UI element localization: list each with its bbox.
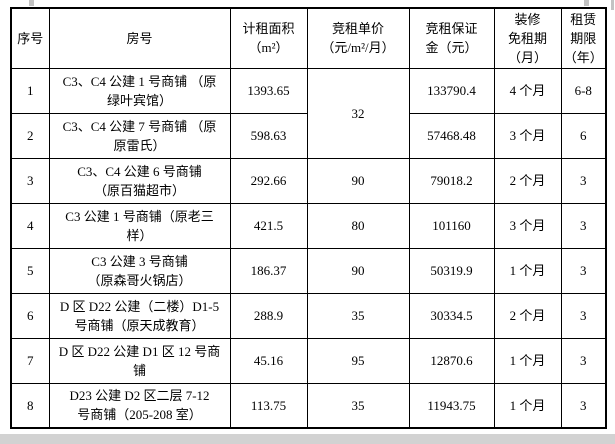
cell-unit-price: 35: [306, 292, 410, 339]
cell-deposit: 79018.2: [408, 157, 495, 204]
table-row: 1 C3、C4 公建 1 号商铺 （原 绿叶宾馆） 1393.65 32 133…: [10, 67, 607, 159]
cell-area: 45.16: [229, 337, 308, 384]
cell-term: 3: [560, 337, 607, 384]
outside-sheet-background: [0, 434, 615, 444]
table-row: 2 C3、C4 公建 7 号商铺 （原 原雷氏） 598.63 57468.48…: [10, 112, 607, 159]
cell-serial: 7: [10, 337, 50, 384]
cell-area: 421.5: [229, 202, 308, 249]
cell-term: 3: [560, 292, 607, 339]
cell-unit-price: 90: [306, 247, 410, 294]
cell-room: C3、C4 公建 6 号商铺 （原百猫超市）: [48, 157, 231, 204]
table-row: 5 C3 公建 3 号商铺 （原森哥火锅店） 186.37 90 50319.9…: [10, 247, 607, 294]
cell-serial: 3: [10, 157, 50, 204]
cell-term: 6-8: [560, 67, 607, 114]
cell-term: 3: [560, 382, 607, 429]
col-header-term: 租赁 期限 （年）: [560, 7, 607, 69]
cell-deposit: 57468.48: [408, 112, 495, 159]
cell-unit-price: 80: [306, 202, 410, 249]
cell-rent-free: 1 个月: [493, 337, 562, 384]
cell-room: D 区 D22 公建 D1 区 12 号商 铺: [48, 337, 231, 384]
table-row: 7 D 区 D22 公建 D1 区 12 号商 铺 45.16 95 12870…: [10, 337, 607, 384]
col-header-serial: 序号: [10, 7, 50, 69]
table-row: 4 C3 公建 1 号商铺（原老三 样） 421.5 80 101160 3 个…: [10, 202, 607, 249]
table-row: 3 C3、C4 公建 6 号商铺 （原百猫超市） 292.66 90 79018…: [10, 157, 607, 204]
cell-area: 288.9: [229, 292, 308, 339]
cell-term: 3: [560, 247, 607, 294]
cell-serial: 8: [10, 382, 50, 429]
cell-rent-free: 4 个月: [493, 67, 562, 114]
gridline-stub: [584, 0, 589, 6]
cell-area: 1393.65: [229, 67, 308, 114]
cell-serial: 6: [10, 292, 50, 339]
cell-room: C3、C4 公建 7 号商铺 （原 原雷氏）: [48, 112, 231, 159]
cell-serial: 4: [10, 202, 50, 249]
cell-room: D 区 D22 公建（二楼）D1-5 号商铺（原天成教育）: [48, 292, 231, 339]
rental-table: 序号 房号 计租面积 （m²） 竞租单价 （元/m²/月） 竞租保证 金（元） …: [10, 7, 607, 429]
col-header-room: 房号: [48, 7, 231, 69]
cell-term: 3: [560, 157, 607, 204]
cell-room: D23 公建 D2 区二层 7-12 号商铺（205-208 室）: [48, 382, 231, 429]
cell-deposit: 101160: [408, 202, 495, 249]
cell-rent-free: 3 个月: [493, 112, 562, 159]
gridline-stub: [29, 0, 34, 6]
cell-room: C3、C4 公建 1 号商铺 （原 绿叶宾馆）: [48, 67, 231, 114]
cell-deposit: 133790.4: [408, 67, 495, 114]
cell-serial: 2: [10, 112, 50, 159]
gridline-stub: [611, 0, 614, 10]
cell-unit-price-merged: 32: [306, 67, 410, 159]
cell-room: C3 公建 3 号商铺 （原森哥火锅店）: [48, 247, 231, 294]
cell-rent-free: 2 个月: [493, 292, 562, 339]
cell-unit-price: 95: [306, 337, 410, 384]
cell-unit-price: 35: [306, 382, 410, 429]
col-header-rent-free: 装修 免租期 （月）: [493, 7, 562, 69]
cell-area: 186.37: [229, 247, 308, 294]
cell-rent-free: 2 个月: [493, 157, 562, 204]
col-header-unit-price: 竞租单价 （元/m²/月）: [306, 7, 410, 69]
cell-term: 3: [560, 202, 607, 249]
cell-serial: 1: [10, 67, 50, 114]
table-row: 6 D 区 D22 公建（二楼）D1-5 号商铺（原天成教育） 288.9 35…: [10, 292, 607, 339]
cell-area: 292.66: [229, 157, 308, 204]
cell-unit-price: 90: [306, 157, 410, 204]
cell-serial: 5: [10, 247, 50, 294]
table-header-row: 序号 房号 计租面积 （m²） 竞租单价 （元/m²/月） 竞租保证 金（元） …: [10, 7, 607, 69]
cell-area: 598.63: [229, 112, 308, 159]
cell-deposit: 30334.5: [408, 292, 495, 339]
cell-deposit: 12870.6: [408, 337, 495, 384]
cell-rent-free: 1 个月: [493, 247, 562, 294]
cell-deposit: 11943.75: [408, 382, 495, 429]
cell-term: 6: [560, 112, 607, 159]
cell-room: C3 公建 1 号商铺（原老三 样）: [48, 202, 231, 249]
cell-rent-free: 1 个月: [493, 382, 562, 429]
cell-area: 113.75: [229, 382, 308, 429]
cell-deposit: 50319.9: [408, 247, 495, 294]
col-header-deposit: 竞租保证 金（元）: [408, 7, 495, 69]
col-header-area: 计租面积 （m²）: [229, 7, 308, 69]
cell-rent-free: 3 个月: [493, 202, 562, 249]
table-row: 8 D23 公建 D2 区二层 7-12 号商铺（205-208 室） 113.…: [10, 382, 607, 429]
